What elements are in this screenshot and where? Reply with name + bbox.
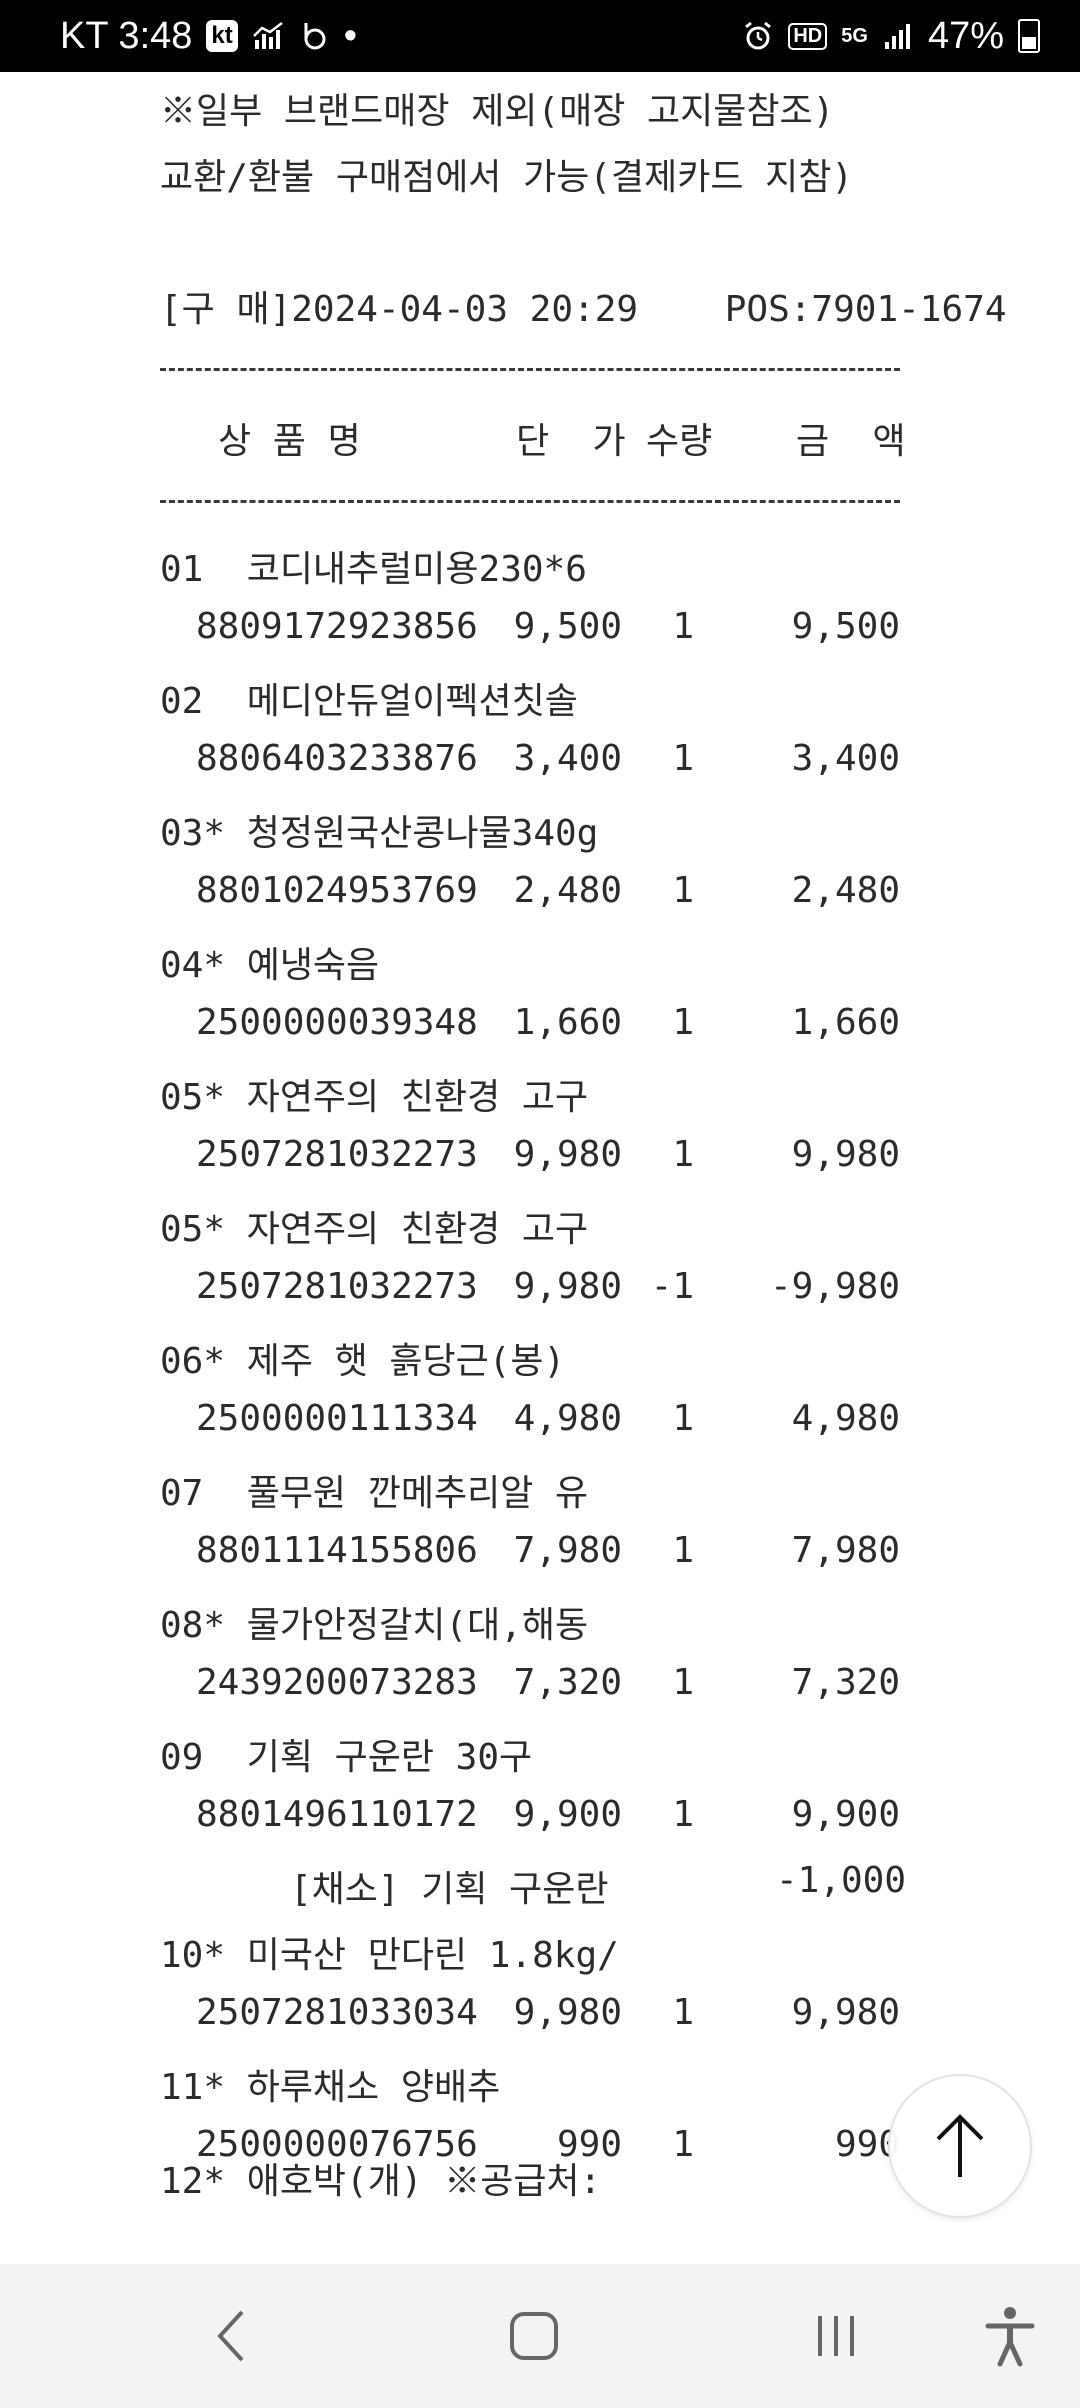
item-barcode: 2439200073283 — [196, 1662, 478, 1703]
item-name: 12* 애호박(개) ※공급처: — [160, 2161, 602, 2202]
item-barcode: 8806403233876 — [196, 738, 478, 779]
stats-icon — [252, 22, 283, 49]
b-app-icon — [304, 23, 326, 50]
item-barcode: 2500000039348 — [196, 1002, 478, 1043]
item-unit-price: 2,480 — [513, 870, 622, 911]
item-barcode: 8809172923856 — [196, 606, 478, 647]
item-unit-price: 990 — [556, 2124, 622, 2165]
item-barcode: 2507281032273 — [196, 1266, 478, 1307]
item-barcode: 2507281032273 — [196, 1134, 478, 1175]
signal-icon — [884, 24, 910, 49]
accessibility-icon — [985, 2307, 1035, 2367]
header-qty: 수량 — [646, 421, 713, 462]
item-amount: 2,480 — [791, 870, 900, 911]
item-quantity: 1 — [672, 870, 694, 911]
item-amount: 4,980 — [791, 1398, 900, 1439]
item-name: 05* 자연주의 친환경 고구 — [160, 1077, 589, 1118]
item-name: 08* 물가안정갈치(대,해동 — [160, 1605, 589, 1646]
purchase-info: [구 매]2024-04-03 20:29 POS:7901-1674 — [160, 289, 1007, 330]
alarm-icon — [745, 21, 772, 50]
item-unit-price: 9,980 — [513, 1992, 622, 2033]
item-quantity: 1 — [672, 1398, 694, 1439]
notice-line: 교환/환불 구매점에서 가능(결제카드 지참) — [160, 157, 854, 198]
item-name: 02 메디안듀얼이펙션칫솔 — [160, 681, 578, 722]
divider — [160, 368, 900, 371]
item-unit-price: 9,980 — [513, 1134, 622, 1175]
item-unit-price: 3,400 — [513, 738, 622, 779]
item-amount: 990 — [834, 2124, 900, 2165]
item-barcode: 8801114155806 — [196, 1530, 478, 1571]
carrier-time: KT 3:48 — [60, 14, 193, 57]
battery-icon — [1018, 19, 1040, 53]
accessibility-button[interactable] — [970, 2296, 1050, 2376]
item-amount: -9,980 — [769, 1266, 900, 1307]
item-name: 01 코디내추럴미용230*6 — [160, 549, 587, 590]
item-barcode: 8801024953769 — [196, 870, 478, 911]
item-barcode: 2500000076756 — [196, 2124, 478, 2165]
item-quantity: 1 — [672, 1794, 694, 1835]
item-unit-price: 4,980 — [513, 1398, 622, 1439]
item-barcode: 2500000111334 — [196, 1398, 478, 1439]
notification-dot: • — [343, 14, 358, 57]
item-quantity: 1 — [672, 1002, 694, 1043]
item-quantity: 1 — [672, 1992, 694, 2033]
home-icon — [510, 2312, 558, 2360]
item-amount: 1,660 — [791, 1002, 900, 1043]
home-button[interactable] — [494, 2296, 574, 2376]
item-unit-price: 1,660 — [513, 1002, 622, 1043]
item-barcode: 2507281033034 — [196, 1992, 478, 2033]
scroll-to-top-button[interactable] — [888, 2074, 1032, 2218]
recent-apps-icon — [818, 2316, 854, 2356]
discount-amount: -1,000 — [775, 1860, 906, 1901]
item-quantity: 1 — [672, 606, 694, 647]
header-name: 상 품 명 — [218, 421, 361, 462]
item-name: 05* 자연주의 친환경 고구 — [160, 1209, 589, 1250]
item-name: 10* 미국산 만다린 1.8kg/ — [160, 1935, 619, 1976]
item-quantity: 1 — [672, 1530, 694, 1571]
item-amount: 9,900 — [791, 1794, 900, 1835]
item-amount: 9,980 — [791, 1134, 900, 1175]
item-quantity: 1 — [672, 1134, 694, 1175]
recent-apps-button[interactable] — [796, 2296, 876, 2376]
item-name: 04* 예냉숙음 — [160, 945, 380, 986]
back-button[interactable] — [192, 2296, 272, 2376]
item-quantity: 1 — [672, 738, 694, 779]
divider — [160, 500, 900, 503]
item-name: 06* 제주 햇 흙당근(봉) — [160, 1341, 566, 1382]
item-name: 07 풀무원 깐메추리알 유 — [160, 1473, 589, 1514]
item-unit-price: 7,320 — [513, 1662, 622, 1703]
back-icon — [217, 2310, 244, 2362]
item-name: 03* 청정원국산콩나물340g — [160, 813, 599, 854]
item-quantity: 1 — [672, 1662, 694, 1703]
item-unit-price: 9,900 — [513, 1794, 622, 1835]
kt-app-icon: kt — [206, 20, 238, 52]
item-barcode: 8801496110172 — [196, 1794, 478, 1835]
item-unit-price: 9,980 — [513, 1266, 622, 1307]
item-amount: 7,980 — [791, 1530, 900, 1571]
item-unit-price: 7,980 — [513, 1530, 622, 1571]
header-price: 단 가 — [516, 421, 626, 462]
header-amount: 금 액 — [796, 421, 906, 462]
receipt-view[interactable]: ※일부 브랜드매장 제외(매장 고지물참조) 교환/환불 구매점에서 가능(결제… — [0, 72, 1080, 2264]
item-amount: 9,500 — [791, 606, 900, 647]
notice-line: ※일부 브랜드매장 제외(매장 고지물참조) — [160, 91, 835, 132]
item-amount: 7,320 — [791, 1662, 900, 1703]
item-amount: 9,980 — [791, 1992, 900, 2033]
navigation-bar — [0, 2264, 1080, 2408]
item-unit-price: 9,500 — [513, 606, 622, 647]
item-name: 09 기획 구운란 30구 — [160, 1737, 533, 1778]
battery-percent: 47% — [927, 14, 1004, 57]
arrow-up-icon — [936, 2114, 984, 2177]
5g-icon: 5G — [841, 25, 868, 47]
discount-label: [채소] 기획 구운란 — [290, 1869, 609, 1910]
item-amount: 3,400 — [791, 738, 900, 779]
item-quantity: -1 — [650, 1266, 694, 1307]
item-quantity: 1 — [672, 2124, 694, 2165]
status-bar: KT 3:48 kt • HD 5G 47% — [0, 0, 1080, 72]
item-name: 11* 하루채소 양배추 — [160, 2067, 501, 2108]
hd-voice-icon: HD — [788, 22, 828, 50]
